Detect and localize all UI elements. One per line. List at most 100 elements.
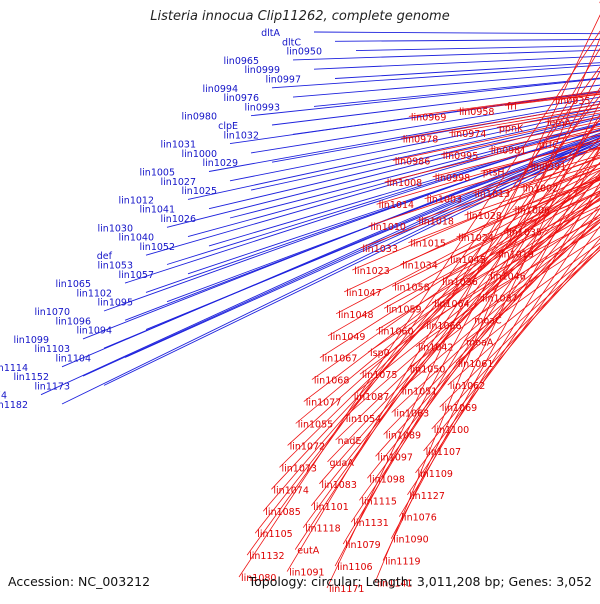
reverse-gene-label: lin1076 [401, 513, 436, 524]
reverse-gene-label: lin1109 [418, 469, 453, 480]
forward-gene-label: lin1025 [182, 186, 217, 197]
reverse-gene-label: lin1068 [314, 376, 349, 387]
forward-label-leader [335, 34, 600, 41]
reverse-gene-label: lin1024 [458, 233, 493, 244]
reverse-gene-label: isp0 [370, 348, 390, 359]
reverse-gene-label: lin1066 [426, 321, 461, 332]
reverse-gene-label: lin1036 [442, 277, 477, 288]
reverse-gene-label: lin1018 [419, 217, 454, 228]
reverse-gene-label: lin1097 [378, 452, 413, 463]
forward-gene-label: lin0950 [287, 47, 322, 58]
reverse-gene-label: lin1049 [330, 332, 365, 343]
reverse-gene-label: lin0974 [451, 129, 486, 140]
forward-gene-label: lin1026 [161, 214, 196, 225]
reverse-gene-label: lin1013 [475, 189, 510, 200]
reverse-gene-label: lin1023 [354, 266, 389, 277]
reverse-gene-label: lin0986 [395, 156, 430, 167]
reverse-gene-label: ptsH [483, 167, 505, 178]
reverse-gene-label: lin1028 [467, 211, 502, 222]
reverse-gene-label: lin1107 [426, 447, 461, 458]
reverse-gene-label: lin1034 [402, 261, 437, 272]
forward-gene-label: lin1057 [119, 270, 154, 281]
forward-gene-label: lin1104 [56, 354, 91, 365]
reverse-gene-label: lin1069 [442, 403, 477, 414]
forward-gene-label: lin1052 [140, 242, 175, 253]
reverse-gene-label: lin1079 [345, 540, 380, 551]
reverse-gene-label: lin0969 [411, 112, 446, 123]
reverse-gene-label: moaC [474, 315, 502, 326]
reverse-gene-label: lin1014 [379, 200, 414, 211]
forward-gene-label: dltA [261, 28, 280, 39]
reverse-gene-label: lin1063 [394, 409, 429, 420]
forward-gene-label: lin1095 [98, 298, 133, 309]
reverse-gene-label: lin1048 [338, 310, 373, 321]
reverse-gene-label: lin1008 [387, 178, 422, 189]
reverse-gene-label: lin1075 [362, 370, 397, 381]
map-title: Listeria innocua Clip11262, complete gen… [0, 9, 600, 24]
reverse-gene-label: lemA [547, 118, 572, 129]
reverse-gene-label: lin0958 [459, 107, 494, 118]
reverse-gene-label: lin1047 [346, 288, 381, 299]
reverse-gene-label: lin0995 [443, 151, 478, 162]
reverse-gene-label: lin1015 [410, 239, 445, 250]
reverse-gene-label: lin1002 [523, 184, 558, 195]
reverse-gene-label: lin1118 [305, 524, 340, 535]
forward-gene-label: lin1094 [77, 326, 112, 337]
reverse-gene-label: lin1090 [393, 535, 428, 546]
backbone-shadow [596, 0, 600, 6]
forward-label-leader [335, 20, 600, 79]
reverse-gene-label: lin0981 [491, 145, 526, 156]
reverse-gene-label: lin1060 [378, 326, 413, 337]
reverse-gene-label: lin1105 [257, 529, 292, 540]
reverse-gene-label: lin1119 [385, 557, 420, 568]
reverse-gene-label: lin1100 [434, 425, 469, 436]
forward-gene-label: lin0980 [182, 112, 217, 123]
reverse-gene-label: lin1050 [410, 365, 445, 376]
reverse-gene-label: lin1059 [386, 304, 421, 315]
reverse-gene-label: lin0935 [555, 96, 590, 107]
forward-gene-label: lin1029 [203, 158, 238, 169]
reverse-gene-label: nadE [338, 436, 362, 447]
reverse-gene-label: lin1077 [306, 398, 341, 409]
reverse-gene-label: lin1085 [265, 507, 300, 518]
reverse-gene-label: lin1073 [282, 463, 317, 474]
reverse-gene-label: lin1098 [369, 474, 404, 485]
reverse-gene-label: lin1064 [434, 299, 469, 310]
reverse-gene-label: lin1062 [450, 381, 485, 392]
reverse-gene-label: lin1127 [409, 491, 444, 502]
reverse-gene-label: lin1037 [482, 293, 517, 304]
forward-label-leader [293, 26, 600, 60]
reverse-gene-label: lin1055 [298, 420, 333, 431]
reverse-gene-label: lin1106 [337, 562, 372, 573]
reverse-gene-label: lin1131 [353, 518, 388, 529]
reverse-gene-label: lin1072 [290, 441, 325, 452]
forward-gene-label: lin1032 [224, 130, 259, 141]
forward-gene-label: lin0993 [245, 102, 280, 113]
reverse-gene-label: fri [507, 102, 517, 113]
reverse-gene-label: lin1046 [490, 272, 525, 283]
reverse-gene-label: lin1006 [515, 206, 550, 217]
forward-label-leader [314, 23, 600, 69]
reverse-gene-label: lin1010 [371, 222, 406, 233]
reverse-gene-label: ppnK [499, 123, 524, 134]
reverse-gene-label: lin1033 [362, 244, 397, 255]
reverse-gene-label: lin1083 [321, 480, 356, 491]
reverse-gene-label: moaA [466, 337, 494, 348]
reverse-gene-label: lin1003 [427, 195, 462, 206]
reverse-gene-label: lin0998 [435, 173, 470, 184]
reverse-gene-label: lin0978 [403, 134, 438, 145]
reverse-gene-label: eutA [297, 546, 320, 557]
forward-label-leader [251, 3, 600, 153]
reverse-gene-label: lin1035 [507, 228, 542, 239]
genome-summary: Topology: circular; Length: 3,011,208 bp… [249, 574, 592, 589]
forward-gene-label: lin1173 [35, 381, 70, 392]
forward-label-leader [314, 32, 600, 38]
reverse-gene-label: guaA [330, 458, 355, 469]
reverse-gene-label: lin1101 [313, 502, 348, 513]
reverse-gene-label: lin1061 [458, 359, 493, 370]
forward-gene-label: lin0997 [266, 75, 301, 86]
reverse-gene-label: lin1051 [402, 387, 437, 398]
reverse-gene-label: lin1074 [273, 485, 308, 496]
